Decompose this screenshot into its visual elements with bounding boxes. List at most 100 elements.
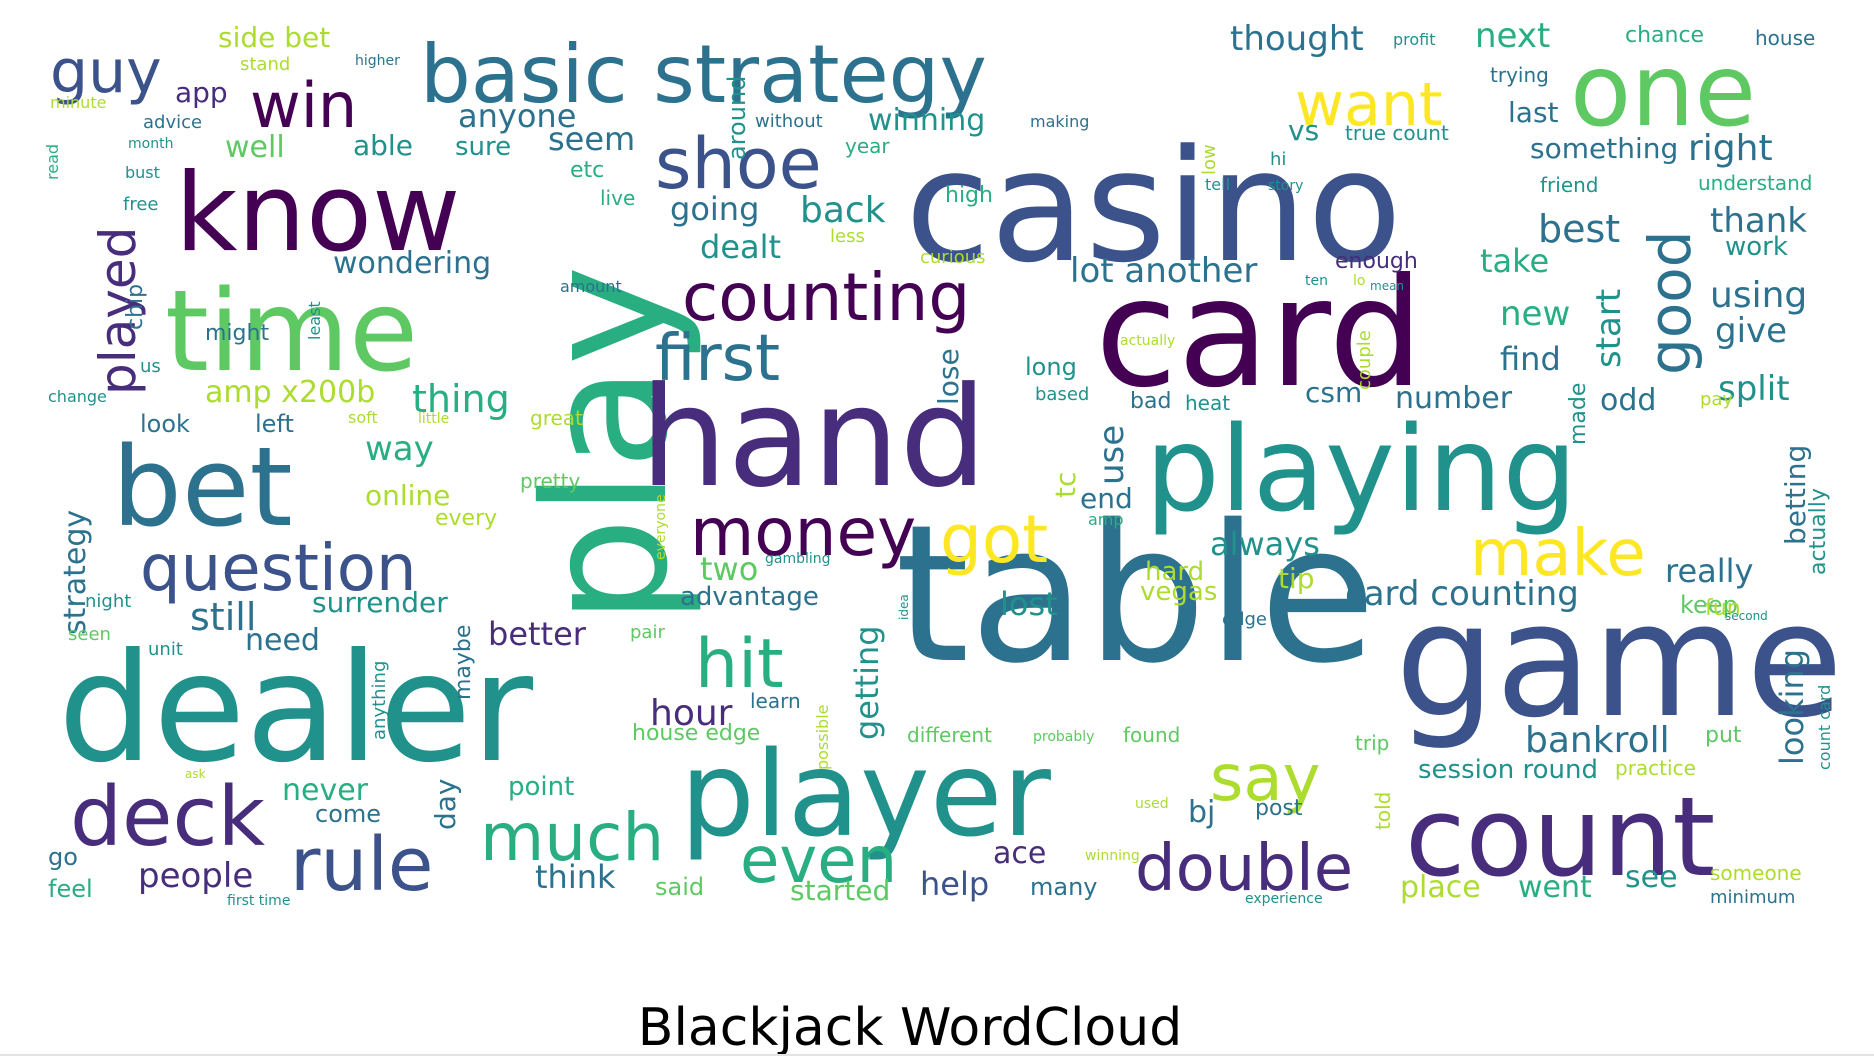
word: great	[530, 406, 583, 430]
word: amp	[1088, 510, 1124, 529]
word: thought	[1230, 19, 1364, 59]
word: couple	[1354, 330, 1375, 390]
word: hour	[650, 693, 733, 734]
word: said	[655, 873, 704, 901]
word: guy	[50, 37, 162, 107]
word: lot another	[1070, 251, 1257, 291]
word: day	[429, 778, 462, 830]
word: profit	[1393, 30, 1436, 49]
word: stand	[240, 54, 290, 75]
word: pretty	[520, 469, 580, 493]
word: think	[535, 858, 616, 896]
word: tc	[1049, 472, 1082, 498]
word: anyone	[458, 97, 576, 135]
word: count	[1405, 773, 1715, 901]
word: unit	[148, 639, 183, 660]
word: minute	[50, 93, 106, 112]
word: new	[1500, 294, 1570, 334]
word: looking	[1773, 649, 1811, 765]
word: put	[1705, 723, 1742, 748]
word: every	[435, 506, 497, 531]
word: better	[488, 615, 587, 653]
word: really	[1665, 552, 1753, 590]
word: counting	[682, 259, 970, 336]
word: hard	[1145, 557, 1204, 587]
word: deck	[70, 770, 266, 865]
word: lose	[932, 348, 965, 405]
word: bankroll	[1525, 720, 1670, 761]
word: hi	[1270, 149, 1286, 170]
word: possible	[813, 704, 832, 770]
word: edge	[1222, 609, 1267, 630]
word: read	[43, 144, 62, 180]
word: learn	[750, 689, 801, 713]
word: year	[845, 134, 890, 158]
word: actually	[1120, 333, 1175, 349]
word: understand	[1698, 171, 1812, 195]
word: lo	[1353, 273, 1365, 289]
word: different	[907, 723, 992, 747]
word: mean	[1370, 279, 1404, 293]
bottom-border	[0, 1054, 1874, 1056]
word: sure	[455, 132, 511, 162]
word-cloud-title: Blackjack WordCloud	[638, 998, 1182, 1056]
word: take	[1480, 242, 1549, 280]
word: card	[1095, 247, 1424, 421]
word: lost	[1000, 585, 1058, 623]
word: way	[365, 429, 434, 469]
word: play	[508, 265, 706, 625]
word: game	[1395, 569, 1843, 753]
word: never	[282, 773, 369, 808]
word: many	[1030, 873, 1098, 901]
word: experience	[1245, 891, 1323, 907]
word: gambling	[765, 551, 831, 567]
word: heat	[1185, 391, 1230, 415]
word: side bet	[218, 21, 330, 54]
word: long	[1025, 353, 1077, 381]
word: trying	[1490, 63, 1549, 87]
word: odd	[1600, 383, 1656, 418]
word: casino	[905, 116, 1402, 297]
word: make	[1470, 517, 1646, 591]
word: house	[1755, 26, 1815, 50]
word: seen	[68, 624, 111, 645]
word: low	[1199, 144, 1220, 175]
word: two	[700, 550, 758, 588]
word: last	[1508, 96, 1559, 129]
word: high	[945, 183, 993, 208]
word: hit	[695, 625, 784, 704]
word: even	[740, 824, 897, 898]
word: dealt	[700, 228, 781, 266]
word: got	[940, 501, 1048, 578]
word: surrender	[312, 586, 448, 619]
word: us	[140, 356, 161, 377]
word: minimum	[1710, 887, 1795, 908]
word: first time	[227, 893, 290, 909]
word: bad	[1130, 389, 1171, 414]
word: least	[305, 301, 324, 340]
word: betting	[1779, 445, 1812, 545]
word: help	[920, 865, 989, 903]
word: split	[1718, 369, 1790, 409]
word: tell	[1205, 175, 1230, 194]
word: maybe	[451, 625, 476, 700]
word: start	[1589, 289, 1629, 368]
word: shoe	[655, 123, 822, 205]
word: dealer	[58, 622, 533, 796]
word: house edge	[632, 721, 760, 746]
word: friend	[1540, 173, 1599, 197]
word: question	[140, 532, 417, 606]
word: probably	[1033, 729, 1094, 745]
word: anything	[369, 661, 390, 740]
word: curious	[920, 247, 986, 268]
word: ten	[1305, 273, 1328, 289]
word: keep	[1680, 591, 1738, 619]
word: look	[140, 410, 190, 438]
word: around	[723, 76, 751, 160]
word: chip	[123, 284, 148, 330]
word: without	[755, 111, 823, 132]
word: work	[1725, 232, 1788, 262]
word: winning	[868, 103, 985, 138]
word: post	[1255, 796, 1303, 821]
word: making	[1030, 112, 1089, 131]
